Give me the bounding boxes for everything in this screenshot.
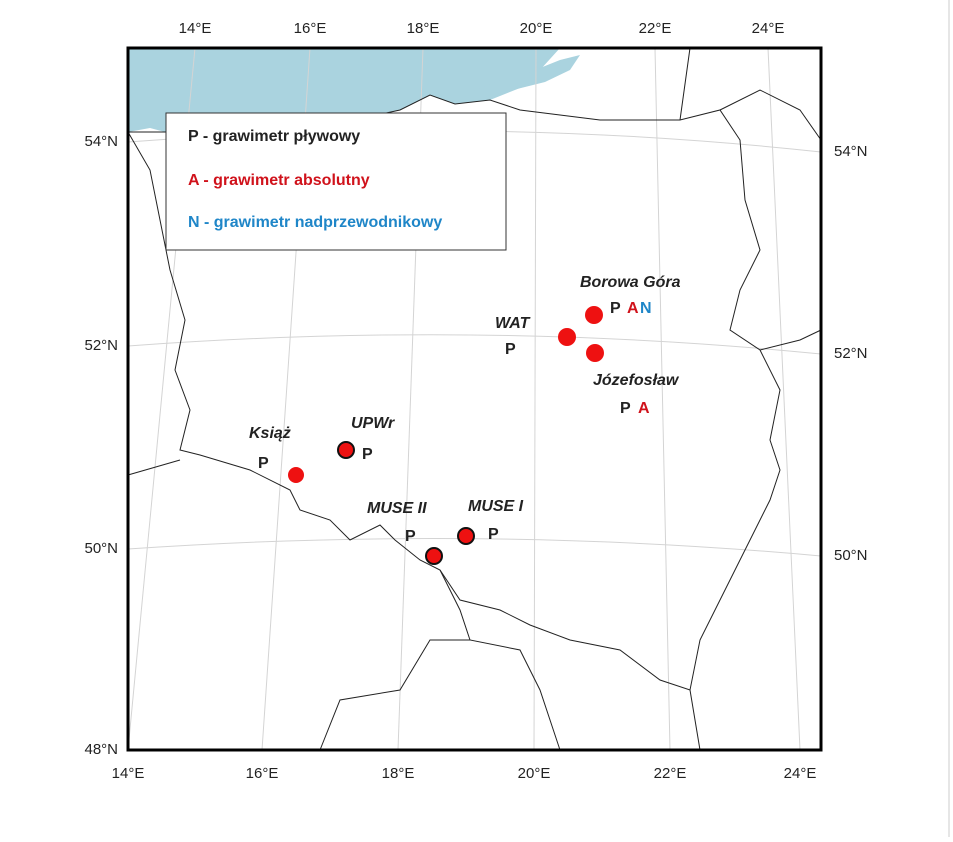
station-letter: P (505, 341, 516, 358)
map-frame (126, 46, 823, 752)
top-label: 24°E (752, 20, 785, 37)
station-letter: P (610, 300, 621, 317)
station-letter: P (620, 400, 631, 417)
station-name: UPWr (351, 415, 395, 432)
station-marker (425, 547, 443, 565)
station-marker (457, 527, 475, 545)
left-label: 54°N (84, 133, 118, 150)
lagoon (455, 55, 580, 104)
station-letter: P (258, 455, 269, 472)
station-letter: P (405, 528, 416, 545)
legend-box (165, 112, 507, 251)
station-marker (586, 344, 604, 362)
poland-border (127, 94, 781, 691)
legend: P - grawimetr pływowy A - grawimetr abso… (165, 112, 507, 251)
station-marker (585, 306, 603, 324)
legend-item: P - grawimetr pływowy (188, 128, 360, 145)
bottom-label: 24°E (784, 765, 817, 782)
right-label: 52°N (834, 345, 868, 362)
bottom-label: 16°E (246, 765, 279, 782)
bottom-label: 14°E (112, 765, 145, 782)
legend-item: N - grawimetr nadprzewodnikowy (188, 214, 442, 231)
bottom-label: 22°E (654, 765, 687, 782)
top-label: 22°E (639, 20, 672, 37)
top-label: 14°E (179, 20, 212, 37)
station-letter: P (488, 526, 499, 543)
bottom-label: 18°E (382, 765, 415, 782)
station-name: MUSE I (468, 498, 524, 515)
station-name: MUSE II (367, 500, 427, 517)
left-label: 50°N (84, 540, 118, 557)
right-label: 54°N (834, 143, 868, 160)
left-label: 52°N (84, 337, 118, 354)
top-label: 16°E (294, 20, 327, 37)
station-name: WAT (495, 315, 531, 332)
top-label: 18°E (407, 20, 440, 37)
station-marker (288, 467, 304, 483)
neighbour-borders (127, 47, 822, 751)
axis-labels: 14°E 16°E 18°E 20°E 22°E 24°E 14°E 16°E … (84, 20, 867, 782)
station-name: Józefosław (593, 372, 680, 389)
station-marker (558, 328, 576, 346)
right-label: 50°N (834, 547, 868, 564)
bottom-label: 20°E (518, 765, 551, 782)
legend-item: A - grawimetr absolutny (188, 172, 370, 189)
stations: Borowa Góra P A N WAT P Józefosław P A K… (249, 274, 681, 565)
top-label: 20°E (520, 20, 553, 37)
station-letter: A (627, 300, 639, 317)
left-label: 48°N (84, 741, 118, 758)
station-letter: P (362, 446, 373, 463)
station-name: Borowa Góra (580, 274, 681, 291)
station-name: Książ (249, 425, 291, 442)
station-letter: A (638, 400, 650, 417)
station-marker (337, 441, 355, 459)
station-letter: N (640, 300, 652, 317)
meridians (127, 47, 801, 751)
